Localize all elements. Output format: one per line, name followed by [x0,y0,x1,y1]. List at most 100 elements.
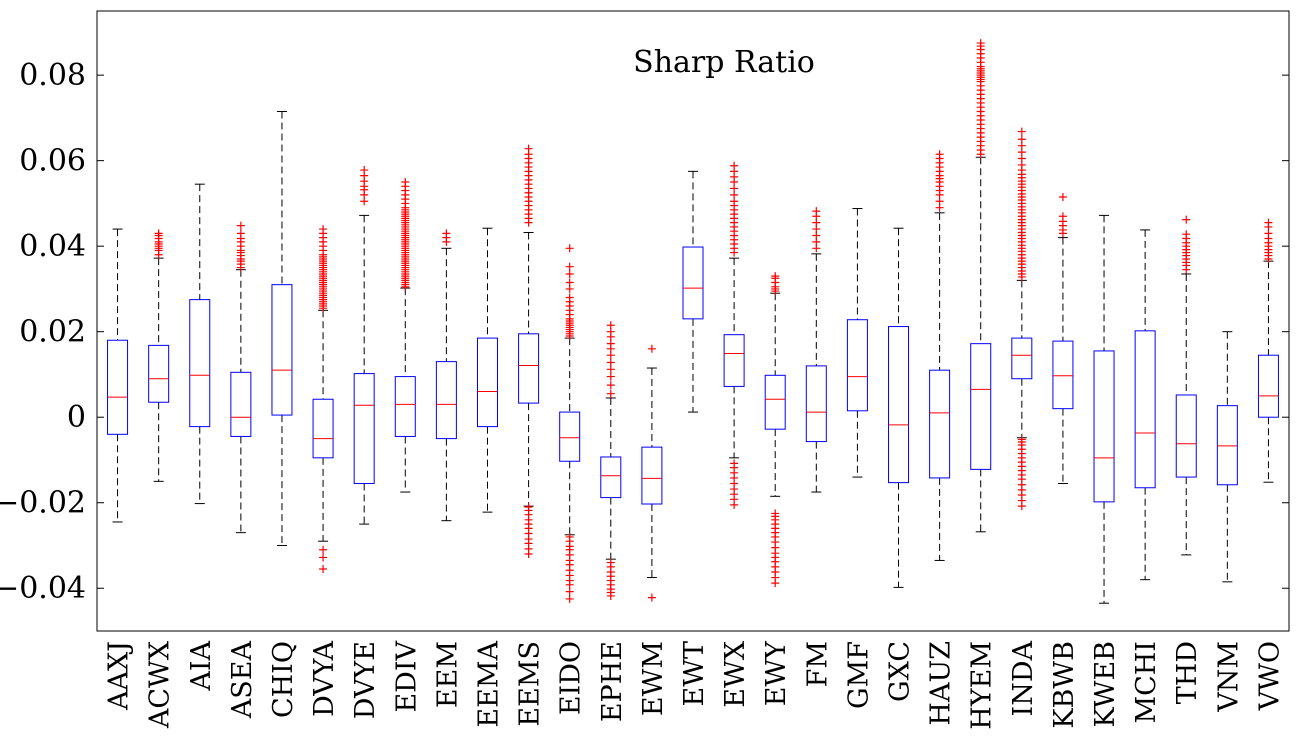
outlier-point [606,365,615,374]
y-tick-label: 0.02 [19,315,86,350]
outlier-point [1264,218,1273,227]
iqr-box [1093,350,1115,503]
outlier-point [606,372,615,381]
outlier-point [606,339,615,348]
box-hauz [929,150,951,561]
outlier-point [442,229,451,238]
outlier-point [319,545,328,554]
x-tick-label: CHIQ [268,641,299,718]
box-vwo [1257,218,1279,483]
outlier-point [565,269,574,278]
iqr-box [1216,405,1238,486]
x-category-labels: AAXJ ACWX AIA ASEA CHIQ DVYA DVYE EDIV EEM EEMA EE… [104,640,1286,730]
outlier-point [524,144,533,153]
x-tick-label: HAUZ [926,641,957,726]
box-ewy [764,272,786,588]
y-tick-label: −0.02 [0,486,86,521]
box-inda [1011,127,1033,511]
iqr-box [929,369,951,479]
iqr-box [394,376,416,437]
iqr-box [189,299,211,428]
iqr-box [641,446,663,505]
outlier-point [1182,230,1191,239]
box-thd [1175,215,1197,556]
outlier-point [1017,135,1026,144]
outlier-point [565,262,574,271]
outlier-point [565,293,574,302]
box-eem [435,229,457,522]
box-kweb [1093,214,1115,604]
outlier-point [976,39,985,48]
box-gxc [888,227,910,588]
iqr-box [600,456,622,499]
box-ewt [682,170,704,413]
chart-title: Sharp Ratio [633,45,815,80]
x-tick-label: EEMS [515,641,546,727]
outlier-point [236,221,245,230]
x-tick-label: EIDO [556,641,587,715]
x-tick-label: DVYE [350,641,381,719]
outlier-point [647,344,656,353]
outlier-point [565,594,574,603]
x-tick-label: VNM [1213,641,1244,713]
box-asea [230,221,252,534]
box-ewx [723,161,745,509]
iqr-box [559,411,581,462]
box-vnm [1216,331,1238,583]
outlier-point [1017,127,1026,136]
iqr-box [888,326,910,484]
outlier-point [401,178,410,187]
y-tick-label: 0 [67,400,86,435]
iqr-box [805,365,827,443]
outlier-point [812,207,821,216]
outlier-point [606,381,615,390]
iqr-box [1011,337,1033,380]
iqr-box [764,374,786,430]
outlier-point [1182,215,1191,224]
box-hyem [970,39,992,533]
x-tick-label: AIA [186,641,217,692]
box-dvye [353,166,375,525]
outlier-point [360,166,369,175]
outlier-point [1058,193,1067,201]
y-tick-label: −0.04 [0,571,86,606]
outlier-point [935,150,944,159]
outlier-point [154,229,163,238]
box-acwx [148,229,170,482]
box-chiq [271,110,293,546]
x-tick-label: MCHI [1131,641,1162,724]
x-tick-label: KBWB [1049,641,1080,729]
box-gmf [846,208,868,478]
iqr-box [271,284,293,416]
box-ediv [394,178,416,493]
iqr-box [148,344,170,403]
box-ephe [600,321,622,600]
outlier-point [606,358,615,367]
iqr-box [1257,354,1279,418]
outlier-point [606,321,615,330]
x-tick-label: VWO [1254,641,1285,711]
outlier-point [565,532,574,541]
x-tick-label: GMF [843,641,874,709]
box-kbwb [1052,193,1074,484]
outlier-point [524,503,533,511]
x-tick-label: DVYA [309,641,340,717]
iqr-box [107,339,129,435]
outlier-point [730,459,739,468]
outlier-point [1058,212,1067,221]
iqr-box [476,337,498,428]
iqr-box [846,319,868,412]
x-tick-label: ASEA [227,640,258,719]
x-tick-label: EWM [638,641,669,716]
outlier-point [771,272,780,281]
outlier-point [730,161,739,170]
box-ewm [641,344,663,602]
box-eems [518,144,540,559]
x-tick-label: EWX [720,640,751,707]
x-tick-label: THD [1172,641,1203,704]
y-tick-label: 0.06 [19,144,86,179]
iqr-box [682,246,704,320]
outlier-point [565,587,574,596]
iqr-box [970,343,992,470]
box-fm [805,207,827,493]
